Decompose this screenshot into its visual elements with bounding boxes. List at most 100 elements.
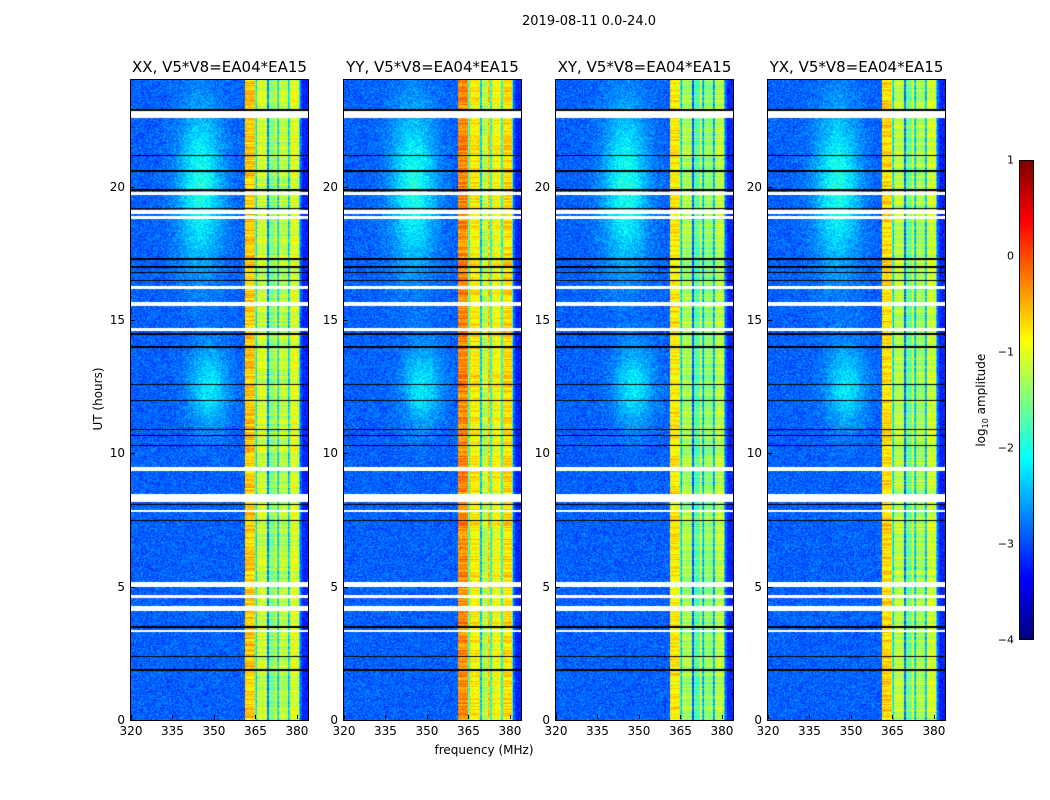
colorbar-tick-label: 0 [1007, 249, 1014, 263]
y-tick-mark [556, 453, 560, 455]
x-tick-mark [680, 715, 682, 719]
x-tick-mark [892, 715, 894, 719]
y-tick-label: 5 [117, 579, 125, 594]
y-tick-mark [556, 320, 560, 321]
y-tick-label: 20 [534, 179, 550, 194]
y-tick-mark [344, 186, 348, 188]
spectrogram-panel: YY, V5*V8=EA04*EA15 320 335 350 365 380 0 5 10 15… [323, 58, 522, 738]
y-tick-label: 0 [117, 713, 125, 727]
x-tick-label: 380 [285, 724, 309, 738]
x-tick-mark [933, 715, 935, 719]
y-tick-mark [131, 720, 135, 721]
spectrogram-panel: XX, V5*V8=EA04*EA15 320 335 350 365 380 0 5 10 15… [110, 58, 309, 738]
x-tick-label: 335 [586, 724, 609, 738]
x-tick-mark [468, 715, 470, 719]
y-tick-mark [131, 453, 135, 455]
x-tick-label: 380 [710, 724, 734, 738]
x-tick-label: 365 [457, 724, 480, 738]
colorbar-label-sub: 10 [981, 418, 991, 429]
x-tick-label: 365 [881, 724, 904, 738]
spectrogram-heatmap [556, 80, 733, 720]
y-axis-label: UT (hours) [91, 367, 105, 431]
y-tick-label: 15 [534, 313, 550, 327]
spectrogram-heatmap [768, 80, 945, 720]
y-tick-mark [768, 586, 772, 588]
x-tick-mark [213, 715, 215, 719]
colorbar-label-main: log [973, 428, 988, 447]
colorbar-label: log10 amplitude [974, 350, 990, 450]
x-tick-mark [850, 715, 852, 719]
y-tick-mark [344, 320, 348, 321]
x-tick-label: 335 [798, 724, 821, 738]
x-tick-mark [255, 715, 257, 719]
spectrogram-heatmap [344, 80, 521, 720]
x-tick-label: 335 [161, 724, 184, 738]
x-tick-label: 320 [544, 724, 568, 738]
y-tick-label: 15 [109, 313, 125, 327]
x-tick-mark [172, 715, 174, 719]
y-tick-mark [556, 720, 560, 721]
x-tick-mark [809, 715, 811, 719]
spectrogram-heatmap [131, 80, 308, 720]
y-tick-label: 5 [330, 579, 338, 594]
y-tick-mark [344, 720, 348, 721]
x-axis-label: frequency (MHz) [434, 743, 534, 757]
x-tick-mark [509, 715, 511, 719]
x-tick-label: 380 [922, 724, 946, 738]
panel-title: XX, V5*V8=EA04*EA15 [132, 58, 307, 76]
y-tick-label: 10 [322, 446, 338, 461]
colorbar-tick-label: 1 [1007, 153, 1014, 167]
y-tick-mark [768, 453, 772, 455]
x-tick-label: 350 [415, 724, 439, 738]
y-tick-mark [768, 320, 772, 321]
y-tick-mark [768, 186, 772, 188]
y-tick-mark [344, 586, 348, 588]
x-tick-label: 320 [756, 724, 780, 738]
colorbar-gradient [1020, 161, 1033, 639]
x-tick-mark [556, 715, 557, 719]
x-tick-label: 350 [627, 724, 651, 738]
x-tick-mark [768, 715, 769, 719]
y-tick-label: 10 [534, 446, 550, 461]
y-tick-label: 0 [542, 713, 550, 727]
y-tick-label: 0 [330, 713, 338, 727]
x-tick-mark [638, 715, 640, 719]
y-tick-mark [768, 720, 772, 721]
y-tick-mark [131, 186, 135, 188]
colorbar-tick-label: −2 [997, 441, 1014, 455]
x-tick-label: 365 [669, 724, 692, 738]
panel-title: YY, V5*V8=EA04*EA15 [346, 58, 519, 76]
y-tick-label: 20 [109, 179, 125, 194]
colorbar-label-rest: amplitude [973, 353, 988, 419]
colorbar-tick-label: −3 [997, 537, 1014, 551]
x-tick-mark [426, 715, 428, 719]
x-tick-mark [344, 715, 345, 719]
y-tick-label: 5 [542, 579, 550, 594]
x-tick-label: 335 [374, 724, 397, 738]
y-tick-label: 20 [746, 179, 762, 194]
figure-title: 2019-08-11 0.0-24.0 [522, 14, 656, 29]
x-tick-label: 350 [839, 724, 863, 738]
panel-title: YX, V5*V8=EA04*EA15 [769, 58, 944, 76]
y-tick-mark [556, 586, 560, 588]
y-tick-label: 0 [754, 713, 762, 727]
panel-title: XY, V5*V8=EA04*EA15 [557, 58, 732, 76]
y-tick-label: 20 [322, 179, 338, 194]
y-tick-label: 5 [754, 579, 762, 594]
x-tick-mark [296, 715, 298, 719]
y-tick-mark [131, 320, 135, 321]
x-tick-label: 320 [332, 724, 356, 738]
x-tick-label: 365 [244, 724, 267, 738]
x-tick-mark [597, 715, 599, 719]
y-tick-mark [131, 586, 135, 588]
spectrogram-panel: XY, V5*V8=EA04*EA15 320 335 350 365 380 0 5 10 15… [535, 58, 734, 738]
x-tick-label: 350 [202, 724, 226, 738]
colorbar [1019, 160, 1034, 640]
y-tick-mark [344, 453, 348, 455]
x-tick-label: 320 [119, 724, 143, 738]
x-tick-mark [385, 715, 387, 719]
spectrogram-panel: YX, V5*V8=EA04*EA15 320 335 350 365 380 0 5 10 15… [747, 58, 946, 738]
y-tick-label: 15 [322, 313, 338, 327]
y-tick-mark [556, 186, 560, 188]
